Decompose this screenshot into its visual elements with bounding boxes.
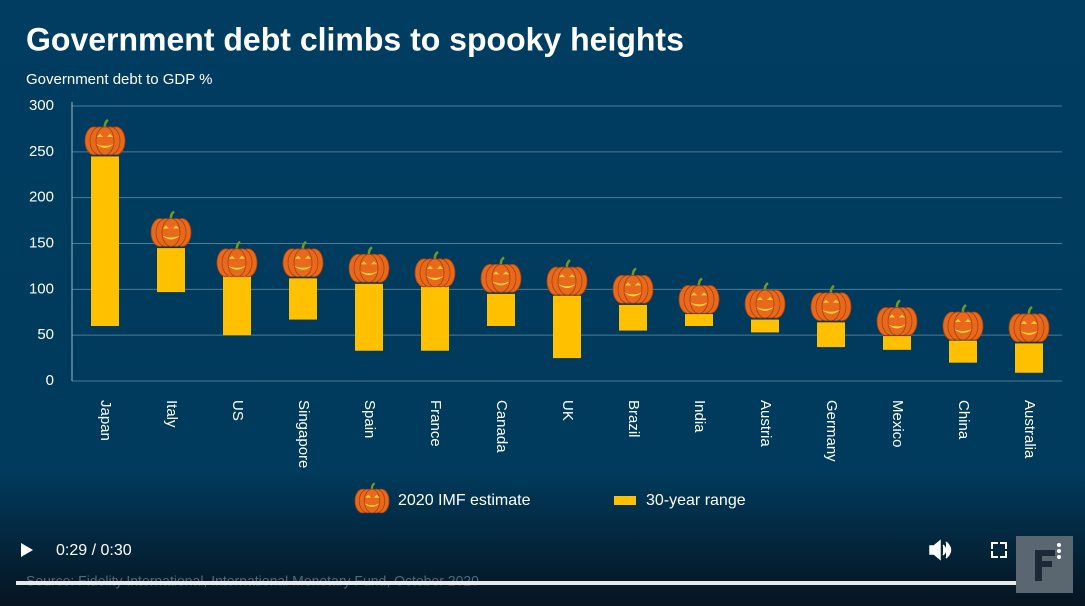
pumpkin: [744, 282, 786, 319]
menu-dot[interactable]: [1057, 555, 1061, 559]
menu-dot[interactable]: [1057, 549, 1061, 553]
y-tick-label: 200: [29, 189, 54, 206]
x-tick-label: Spain: [361, 400, 378, 438]
pumpkin: [150, 210, 192, 247]
chart-title: Government debt climbs to spooky heights: [26, 21, 684, 57]
pumpkin-lobe: [689, 285, 709, 314]
pumpkin: [354, 482, 390, 514]
pumpkin: [942, 304, 984, 341]
pumpkin-lobe: [1019, 313, 1039, 343]
y-tick-label: 250: [29, 143, 54, 160]
legend-label: 30-year range: [646, 492, 746, 509]
range-bar: [883, 336, 911, 350]
pumpkin: [216, 240, 258, 278]
pumpkin-lobe: [491, 263, 511, 293]
play-button[interactable]: [21, 543, 33, 557]
progress-bar[interactable]: [16, 581, 1071, 585]
volume-button[interactable]: [929, 539, 952, 561]
x-tick-label: Austria: [757, 400, 774, 447]
range-bar: [421, 286, 449, 351]
range-bar: [157, 248, 185, 293]
range-bar: [355, 283, 383, 351]
pumpkin: [876, 299, 918, 336]
x-tick-label: Singapore: [295, 400, 312, 468]
pumpkin-lobe: [821, 292, 841, 322]
y-tick-label: 0: [46, 372, 54, 389]
range-bar: [751, 319, 779, 333]
pumpkin: [678, 277, 720, 314]
pumpkin-lobe: [755, 289, 775, 319]
pumpkin: [414, 250, 456, 288]
pumpkin: [612, 267, 654, 304]
y-tick-label: 100: [29, 280, 54, 297]
fullscreen-button[interactable]: [991, 542, 1007, 558]
x-tick-label: UK: [559, 400, 576, 421]
x-tick-label: China: [955, 400, 972, 440]
pumpkin: [1008, 305, 1050, 343]
x-tick-label: Brazil: [625, 400, 642, 438]
range-bar: [91, 156, 119, 326]
x-tick-label: Germany: [823, 400, 840, 462]
range-bar: [289, 278, 317, 320]
x-tick-label: Italy: [163, 400, 180, 428]
x-tick-label: Mexico: [889, 400, 906, 448]
range-bar: [949, 340, 977, 363]
pumpkin-lobe: [557, 266, 577, 296]
y-tick-label: 50: [37, 326, 54, 343]
x-tick-label: US: [229, 400, 246, 421]
pumpkin-lobe: [95, 126, 115, 156]
pumpkin-lobe: [227, 248, 247, 278]
range-bar: [487, 293, 515, 326]
source: Source: Fidelity International, Internat…: [26, 573, 479, 589]
pumpkin-lobe: [887, 307, 907, 336]
pumpkin: [84, 118, 126, 156]
y-tick-label: 300: [29, 97, 54, 114]
legend-swatch: [614, 496, 636, 505]
pumpkin-lobe: [359, 253, 379, 283]
pumpkin: [546, 259, 588, 296]
x-tick-label: France: [427, 400, 444, 447]
chart-subtitle: Government debt to GDP %: [26, 71, 212, 88]
logo-mark: [1035, 550, 1055, 581]
x-tick-label: Australia: [1021, 400, 1038, 459]
range-bar: [685, 314, 713, 326]
range-bar: [223, 274, 251, 336]
pumpkin: [348, 246, 390, 283]
x-tick-label: Canada: [493, 400, 510, 453]
range-bar: [1015, 343, 1043, 373]
menu-dot[interactable]: [1057, 543, 1061, 547]
time: 0:29 / 0:30: [56, 542, 132, 559]
legend-label: 2020 IMF estimate: [398, 492, 531, 509]
pumpkin: [480, 256, 522, 293]
pumpkin: [282, 240, 324, 278]
x-tick-label: India: [691, 400, 708, 433]
pumpkin-lobe: [623, 274, 643, 304]
pumpkin-lobe: [363, 488, 381, 514]
pumpkin-lobe: [161, 218, 181, 247]
pumpkin-lobe: [293, 248, 313, 278]
x-tick-label: Japan: [97, 400, 114, 441]
range-bar: [619, 304, 647, 331]
range-bar: [553, 295, 581, 359]
pumpkin: [810, 284, 852, 322]
y-tick-label: 150: [29, 234, 54, 251]
range-bar: [817, 322, 845, 348]
pumpkin-lobe: [425, 258, 445, 288]
pumpkin-lobe: [953, 311, 973, 341]
